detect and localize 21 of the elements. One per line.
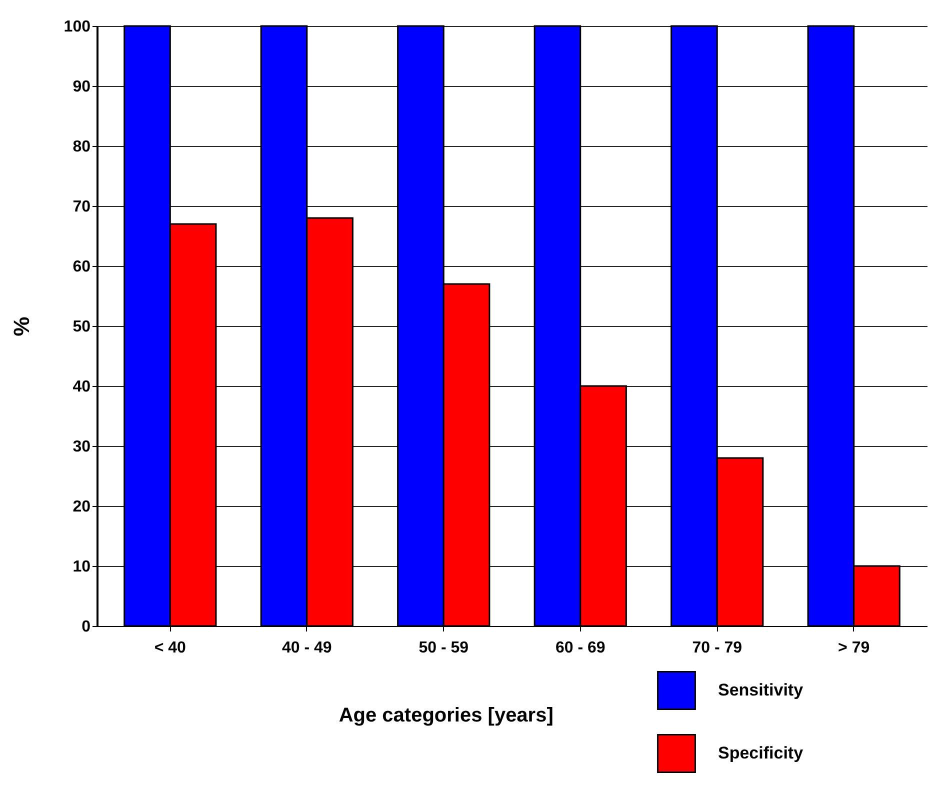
legend-label: Sensitivity xyxy=(718,680,804,700)
y-tick-label: 100 xyxy=(64,18,91,36)
y-tick-label: 30 xyxy=(72,438,91,456)
x-axis-title: Age categories [years] xyxy=(338,704,554,726)
x-tick-label: 50 - 59 xyxy=(418,640,469,656)
y-tick-label: 70 xyxy=(72,198,91,216)
y-tick-label: 0 xyxy=(82,618,91,636)
y-tick-label: 60 xyxy=(72,258,91,276)
x-tick-label: 70 - 79 xyxy=(692,640,742,656)
x-tick-label: > 79 xyxy=(838,640,870,656)
y-axis-title: % xyxy=(8,316,34,336)
y-tick-label: 50 xyxy=(72,318,91,336)
x-tick-label: 60 - 69 xyxy=(555,640,606,656)
legend-label: Specificity xyxy=(718,744,804,762)
y-tick-label: 90 xyxy=(72,78,91,96)
y-tick-label: 10 xyxy=(72,558,91,576)
y-tick-label: 80 xyxy=(72,138,91,156)
y-tick-label: 40 xyxy=(72,378,91,396)
x-tick-label: < 40 xyxy=(154,640,186,656)
y-tick-label: 20 xyxy=(72,498,91,516)
x-tick-label: 40 - 49 xyxy=(282,640,332,656)
